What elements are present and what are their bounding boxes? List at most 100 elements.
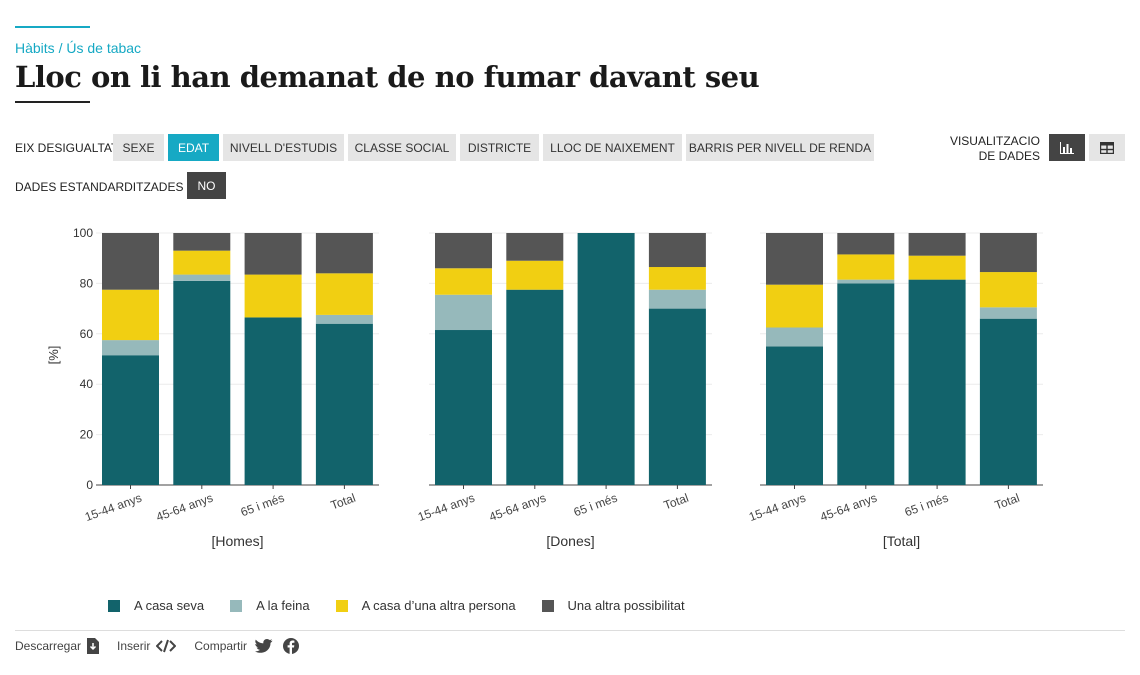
chart-legend: A casa seva A la feina A casa d’una altr…	[108, 598, 711, 613]
panel-title: [Dones]	[546, 533, 594, 549]
page-title: Lloc on li han demanat de no fumar davan…	[15, 60, 760, 94]
bar-segment-a-casa-d-una-altra-persona	[435, 268, 492, 295]
download-icon	[87, 638, 100, 654]
legend-item-altra-possibilitat[interactable]: Una altra possibilitat	[541, 598, 685, 613]
x-tick-label: 45-64 anys	[487, 491, 548, 524]
y-tick-label: 100	[73, 226, 93, 240]
y-axis-label: [%]	[46, 346, 61, 365]
title-underline	[15, 101, 90, 103]
bar-segment-a-casa-d-una-altra-persona	[979, 272, 1037, 308]
bar-segment-a-casa-d-una-altra-persona	[173, 250, 231, 275]
bar-segment-a-la-feina	[648, 289, 706, 309]
table-icon	[1100, 141, 1114, 154]
legend-label: A casa d’una altra persona	[361, 598, 516, 613]
filter-button-districte[interactable]: DISTRICTE	[460, 134, 539, 161]
bar-segment-a-casa-d-una-altra-persona	[648, 267, 706, 290]
x-tick-label: 15-44 anys	[747, 491, 808, 524]
bar-segment-a-casa-d-una-altra-persona	[102, 289, 159, 341]
bar-segment-una-altra-possibilitat	[908, 233, 966, 256]
bar-segment-a-la-feina	[979, 307, 1037, 319]
embed-label: Inserir	[117, 639, 151, 653]
bar-segment-a-casa-d-una-altra-persona	[766, 284, 823, 328]
x-tick-label: 15-44 anys	[83, 491, 144, 524]
bar-segment-a-casa-seva	[244, 317, 302, 485]
legend-item-a-la-feina[interactable]: A la feina	[230, 598, 310, 613]
bar-segment-a-la-feina	[173, 274, 231, 281]
bar-segment-a-casa-seva	[648, 308, 706, 485]
breadcrumb[interactable]: Hàbits / Ús de tabac	[15, 40, 142, 56]
dades-estandarditzades-label: DADES ESTANDARDITZADES	[15, 180, 184, 194]
legend-swatch	[108, 599, 120, 612]
bar-segment-a-casa-seva	[315, 323, 373, 485]
x-tick-label: 45-64 anys	[818, 491, 879, 524]
bar-segment-a-casa-d-una-altra-persona	[908, 255, 966, 280]
bar-segment-una-altra-possibilitat	[648, 233, 706, 268]
legend-item-altra-persona[interactable]: A casa d’una altra persona	[335, 598, 516, 613]
filter-button-edat[interactable]: EDAT	[168, 134, 219, 161]
bar-segment-a-casa-seva	[908, 279, 966, 485]
legend-swatch	[335, 599, 348, 612]
chart-view-button[interactable]	[1049, 134, 1085, 161]
bar-segment-a-la-feina	[837, 279, 895, 284]
bar-segment-a-casa-seva	[173, 280, 231, 485]
header-accent-line	[15, 26, 90, 28]
filter-button-classe-social[interactable]: CLASSE SOCIAL	[348, 134, 456, 161]
filter-button-barris-renda[interactable]: BARRIS PER NIVELL DE RENDA	[686, 134, 874, 161]
bar-segment-a-la-feina	[766, 327, 823, 347]
eix-desigualtat-label: EIX DESIGUALTAT	[15, 141, 119, 155]
legend-item-a-casa-seva[interactable]: A casa seva	[108, 598, 204, 613]
legend-label: A casa seva	[134, 598, 205, 613]
bar-segment-a-casa-seva	[506, 289, 564, 485]
code-icon	[156, 639, 177, 653]
x-tick-label: Total	[329, 491, 358, 513]
legend-swatch	[230, 599, 243, 612]
x-tick-label: Total	[993, 491, 1022, 513]
bar-segment-una-altra-possibilitat	[766, 233, 823, 285]
bar-segment-una-altra-possibilitat	[435, 233, 492, 269]
embed-button[interactable]: Inserir	[117, 639, 177, 653]
bar-segment-a-casa-d-una-altra-persona	[506, 260, 564, 290]
bar-segment-a-la-feina	[435, 294, 492, 331]
legend-label: A la feina	[256, 598, 310, 613]
footer-actions: Descarregar Inserir Compartir	[15, 638, 317, 654]
bar-segment-una-altra-possibilitat	[102, 233, 159, 290]
bar-segment-a-casa-seva	[979, 318, 1037, 485]
filter-button-sexe[interactable]: SEXE	[113, 134, 164, 161]
x-tick-label: 65 i més	[572, 491, 619, 520]
facebook-icon[interactable]	[283, 638, 300, 654]
twitter-icon[interactable]	[255, 639, 273, 653]
y-tick-label: 20	[80, 428, 94, 442]
legend-label: Una altra possibilitat	[567, 598, 685, 613]
bar-segment-a-casa-seva	[435, 330, 492, 485]
table-view-button[interactable]	[1089, 134, 1125, 161]
x-tick-label: 65 i més	[239, 491, 286, 520]
bar-segment-a-la-feina	[315, 314, 373, 324]
x-tick-label: 45-64 anys	[154, 491, 215, 524]
bar-segment-una-altra-possibilitat	[506, 233, 564, 261]
bar-segment-una-altra-possibilitat	[979, 233, 1037, 273]
bar-segment-una-altra-possibilitat	[837, 233, 895, 255]
panel-title: [Homes]	[211, 533, 263, 549]
filter-button-nivell-estudis[interactable]: NIVELL D'ESTUDIS	[223, 134, 344, 161]
bar-segment-una-altra-possibilitat	[173, 233, 231, 251]
download-button[interactable]: Descarregar	[15, 638, 100, 654]
download-label: Descarregar	[15, 639, 82, 653]
bar-segment-a-casa-seva	[577, 233, 635, 485]
visualitzacio-label-line2: DE DADES	[978, 149, 1040, 163]
x-tick-label: 65 i més	[903, 491, 950, 520]
y-tick-label: 80	[80, 276, 94, 290]
bar-segment-a-casa-d-una-altra-persona	[837, 254, 895, 280]
filter-button-lloc-naixement[interactable]: LLOC DE NAIXEMENT	[543, 134, 682, 161]
standardized-toggle-button[interactable]: NO	[187, 172, 226, 199]
legend-swatch	[541, 599, 554, 612]
visualitzacio-label: VISUALITZACIO DE DADES	[950, 134, 1040, 164]
bar-segment-a-la-feina	[102, 340, 159, 356]
bar-segment-a-casa-seva	[837, 283, 895, 485]
bar-segment-a-casa-seva	[766, 346, 823, 485]
y-tick-label: 60	[80, 327, 94, 341]
bar-chart-icon	[1060, 141, 1074, 154]
x-tick-label: Total	[662, 491, 691, 513]
visualitzacio-label-line1: VISUALITZACIO	[949, 134, 1040, 148]
share-label: Compartir	[194, 639, 248, 653]
y-tick-label: 40	[80, 377, 94, 391]
